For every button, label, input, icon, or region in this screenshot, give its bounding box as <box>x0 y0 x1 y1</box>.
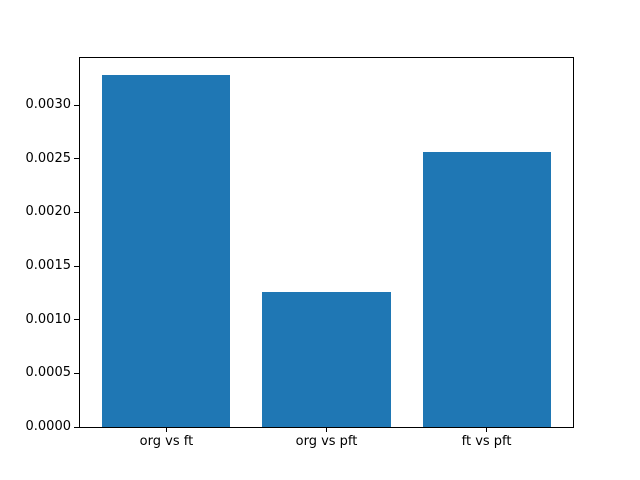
x-tick-mark <box>486 428 488 432</box>
x-tick-mark <box>165 428 167 432</box>
x-tick-label: ft vs pft <box>461 434 512 449</box>
y-tick-label: 0.0020 <box>25 204 72 220</box>
y-tick-mark <box>74 211 79 213</box>
axes-frame <box>79 57 574 428</box>
x-tick-mark <box>326 428 327 432</box>
bar-org-vs-ft <box>102 75 231 427</box>
y-tick-mark <box>74 426 79 428</box>
y-tick-mark <box>74 319 79 321</box>
y-tick-mark <box>74 372 79 374</box>
x-tick-label: org vs pft <box>295 434 358 449</box>
x-tick-label: org vs ft <box>139 434 194 449</box>
y-tick-label: 0.0015 <box>25 258 72 274</box>
y-tick-label: 0.0030 <box>25 97 72 113</box>
y-tick-mark <box>74 265 79 267</box>
y-tick-label: 0.0010 <box>25 311 72 327</box>
bar-org-vs-pft <box>262 291 391 427</box>
y-tick-label: 0.0000 <box>25 419 72 434</box>
y-tick-mark <box>74 104 79 106</box>
y-tick-label: 0.0005 <box>25 365 72 381</box>
y-tick-label: 0.0025 <box>25 150 72 166</box>
bar-ft-vs-pft <box>422 152 551 427</box>
y-tick-mark <box>74 158 79 160</box>
